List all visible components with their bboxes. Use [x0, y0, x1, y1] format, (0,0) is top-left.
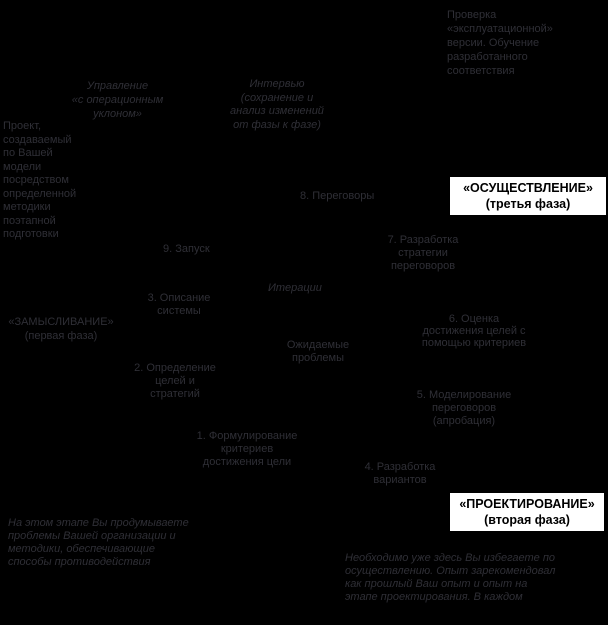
note-interview: Интервью (сохранение и анализ изменений …: [230, 78, 324, 131]
step-6-goal-assessment: 6. Оценка достижения целей с помощью кри…: [421, 313, 527, 349]
note-project-model: Проект, создаваемый по Вашей модели поср…: [3, 120, 77, 240]
note-bottom-right: Необходимо уже здесь Вы избегаете по осу…: [345, 552, 556, 603]
step-5-modeling: 5. Моделирование переговоров (апробация): [416, 389, 512, 427]
note-bottom-left: На этом этапе Вы продумываете проблемы В…: [8, 517, 189, 568]
note-iterations: Итерации: [268, 282, 322, 294]
phase-box-implementation: «ОСУЩЕСТВЛЕНИЕ» (третья фаза): [450, 177, 606, 215]
step-8-negotiations: 8. Переговоры: [300, 190, 375, 202]
note-expected-problems: Ожидаемые проблемы: [286, 339, 350, 364]
step-1-criteria-formulation: 1. Формулирование критериев достижения ц…: [196, 430, 298, 468]
step-9-launch: 9. Запуск: [163, 243, 210, 255]
step-7-negotiation-strategy: 7. Разработка стратегии переговоров: [387, 234, 459, 272]
step-3-system-description: 3. Описание системы: [147, 292, 211, 317]
note-top-right: Проверка «эксплуатационной» версии. Обуч…: [447, 9, 553, 77]
phase-box-design: «ПРОЕКТИРОВАНИЕ» (вторая фаза): [450, 493, 604, 531]
note-management: Управление «с операционным уклоном»: [71, 80, 164, 120]
phase-label-conception: «ЗАМЫСЛИВАНИЕ» (первая фаза): [8, 316, 114, 342]
step-2-goals-definition: 2. Определение целей и стратегий: [134, 362, 216, 400]
step-4-variants: 4. Разработка вариантов: [364, 461, 436, 486]
